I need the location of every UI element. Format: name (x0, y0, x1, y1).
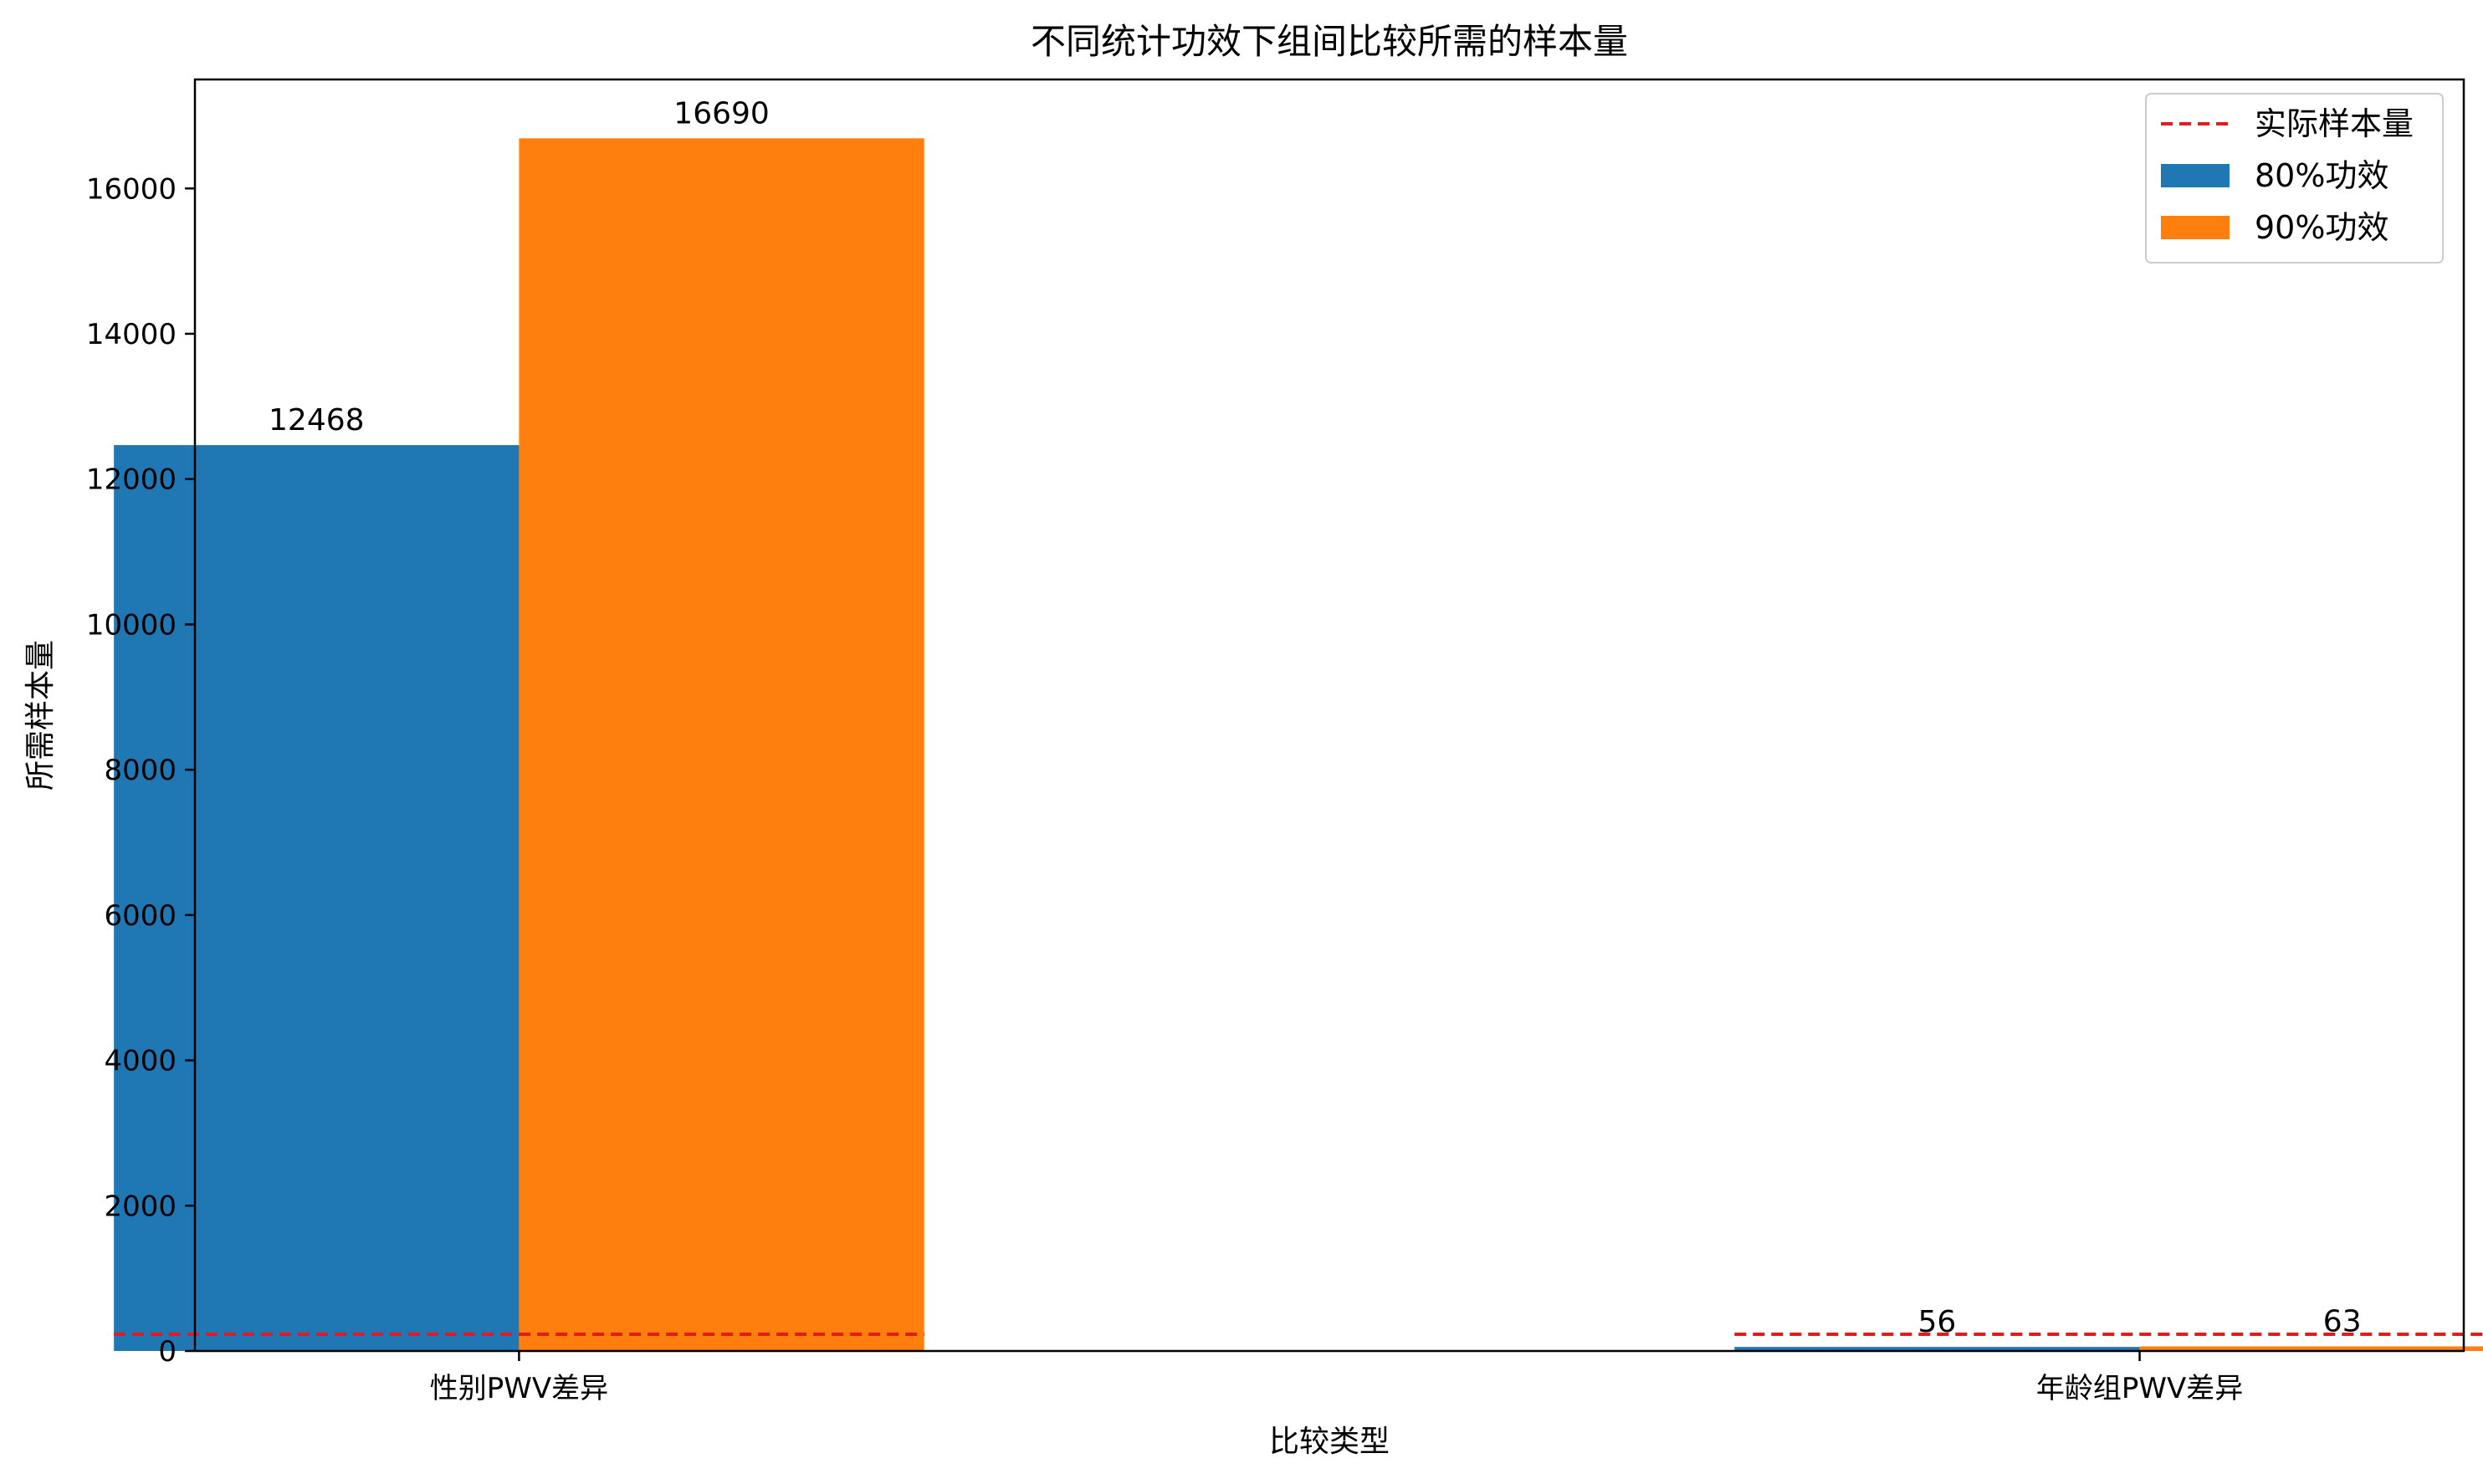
legend-swatch-90-power (2161, 216, 2230, 239)
legend-label-80-power: 80%功效 (2255, 157, 2388, 194)
plot-area-frame (193, 78, 2465, 1353)
legend-label-reference-line: 实际样本量 (2255, 105, 2414, 142)
bar (519, 138, 924, 1352)
y-tick-label: 12000 (86, 463, 177, 497)
y-tick-label: 4000 (104, 1045, 177, 1078)
legend-label-90-power: 90%功效 (2255, 209, 2388, 246)
data-labels-layer: 12468 16690 56 63 (269, 96, 2362, 1339)
bars-layer (114, 138, 2483, 1352)
x-tick-label: 年龄组PWV差异 (2036, 1372, 2243, 1405)
bar (2139, 1346, 2483, 1351)
y-tick-label: 10000 (86, 608, 177, 642)
legend-swatch-80-power (2161, 164, 2230, 187)
bar-value-label: 16690 (673, 96, 770, 130)
y-tick-label: 2000 (104, 1190, 177, 1223)
y-tick-label: 14000 (86, 318, 177, 351)
chart-title: 不同统计功效下组间比较所需的样本量 (1031, 21, 1628, 62)
bar-value-label: 63 (2323, 1305, 2362, 1339)
y-tick-label: 16000 (86, 172, 177, 206)
bar-value-label: 56 (1918, 1305, 1957, 1339)
x-axis: 性别PWV差异 年龄组PWV差异 (430, 1351, 2243, 1405)
y-tick-label: 8000 (104, 754, 177, 787)
bar-value-label: 12468 (269, 403, 365, 438)
y-tick-label: 6000 (104, 899, 177, 933)
bar (1734, 1347, 2140, 1351)
y-axis-title: 所需样本量 (23, 640, 58, 791)
y-axis: 0 2000 4000 6000 8000 10000 12000 14000 16000 (86, 172, 195, 1369)
legend: 实际样本量 80%功效 90%功效 (2145, 93, 2444, 264)
x-axis-title: 比较类型 (1269, 1425, 1390, 1459)
x-tick-label: 性别PWV差异 (430, 1372, 608, 1405)
bar (114, 445, 520, 1351)
y-tick-label: 0 (158, 1335, 177, 1369)
